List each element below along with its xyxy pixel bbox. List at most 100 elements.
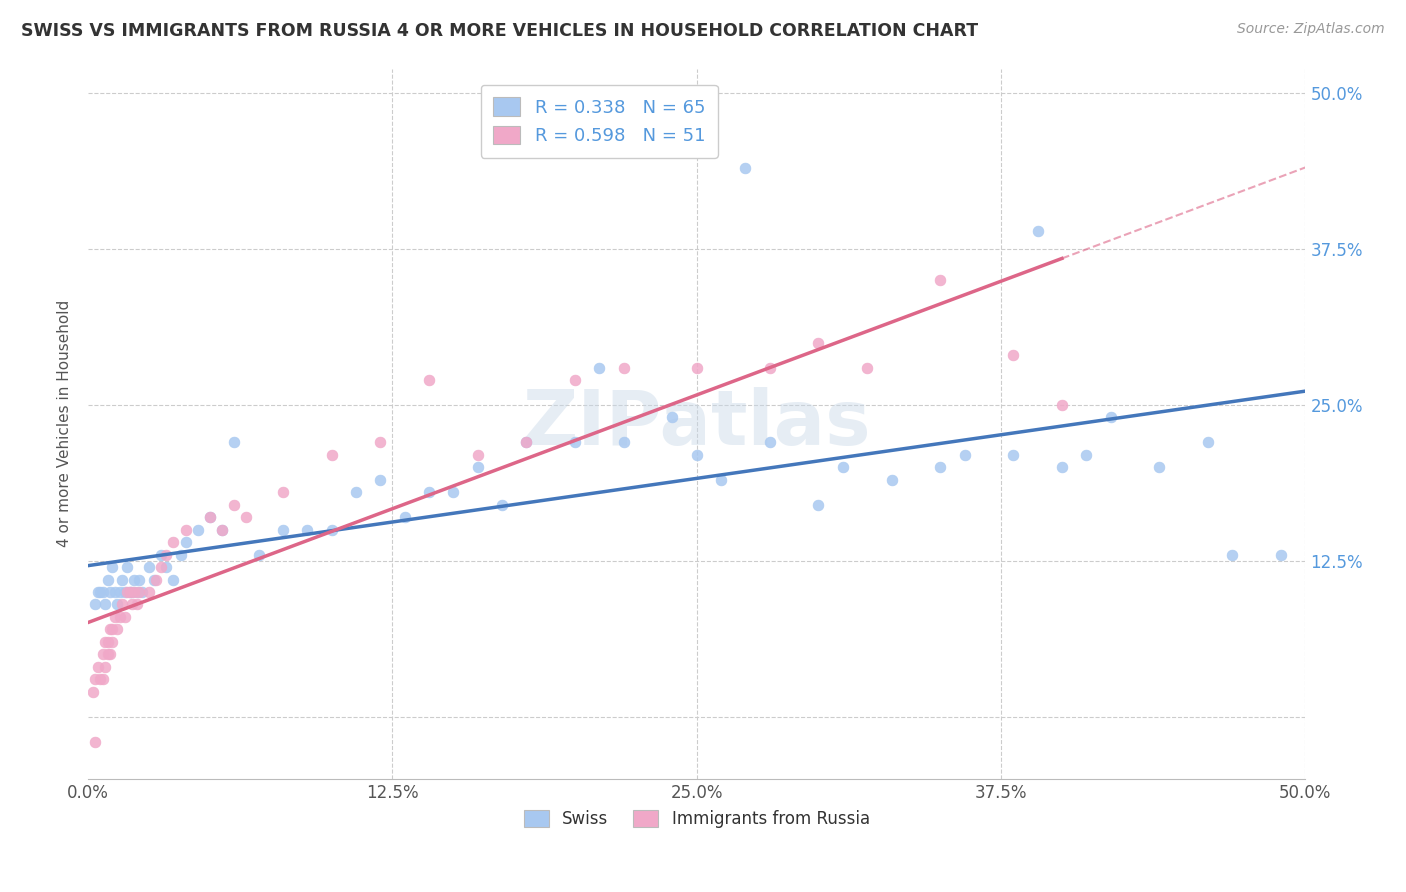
Point (247, 548, 270, 562)
Point (150, 548, 173, 562)
Point (115, 585, 138, 599)
Point (155, 548, 177, 562)
Point (155, 560, 177, 574)
Point (564, 373, 586, 387)
Text: SWISS VS IMMIGRANTS FROM RUSSIA 4 OR MORE VEHICLES IN HOUSEHOLD CORRELATION CHAR: SWISS VS IMMIGRANTS FROM RUSSIA 4 OR MOR… (21, 22, 979, 40)
Point (211, 523, 233, 537)
Point (104, 585, 127, 599)
Point (235, 510, 257, 524)
Point (613, 435, 636, 450)
Point (344, 485, 367, 500)
Point (115, 560, 138, 574)
Point (98, 648, 121, 662)
Point (98, 585, 121, 599)
Point (1197, 435, 1219, 450)
Point (169, 548, 191, 562)
Point (174, 535, 197, 549)
Point (128, 585, 150, 599)
Point (97, 635, 120, 649)
Text: Source: ZipAtlas.com: Source: ZipAtlas.com (1237, 22, 1385, 37)
Point (125, 585, 148, 599)
Y-axis label: 4 or more Vehicles in Household: 4 or more Vehicles in Household (58, 300, 72, 548)
Point (467, 448, 489, 462)
Point (145, 573, 167, 587)
Point (91, 585, 114, 599)
Point (105, 598, 128, 612)
Point (368, 473, 391, 487)
Point (1270, 548, 1292, 562)
Point (321, 523, 343, 537)
Point (588, 360, 610, 375)
Point (831, 460, 853, 475)
Point (1149, 460, 1171, 475)
Point (101, 560, 124, 574)
Point (441, 485, 464, 500)
Point (91, 648, 114, 662)
Point (82, 684, 104, 698)
Point (108, 610, 131, 624)
Point (131, 585, 153, 599)
Point (118, 585, 141, 599)
Point (87, 585, 110, 599)
Point (297, 523, 319, 537)
Point (564, 435, 586, 450)
Point (710, 473, 733, 487)
Text: ZIPatlas: ZIPatlas (523, 387, 872, 461)
Point (94, 635, 117, 649)
Point (187, 523, 209, 537)
Point (929, 460, 952, 475)
Point (394, 510, 416, 524)
Point (467, 460, 489, 475)
Point (84, 598, 107, 612)
Point (162, 573, 184, 587)
Point (198, 510, 221, 524)
Point (114, 585, 136, 599)
Point (125, 598, 148, 612)
Point (368, 435, 391, 450)
Point (111, 598, 134, 612)
Point (198, 510, 221, 524)
Point (686, 360, 709, 375)
Point (613, 360, 636, 375)
Point (224, 435, 246, 450)
Point (108, 585, 131, 599)
Point (174, 523, 197, 537)
Point (953, 448, 976, 462)
Point (124, 573, 146, 587)
Point (271, 523, 294, 537)
Point (418, 485, 440, 500)
Point (94, 659, 117, 673)
Point (121, 598, 143, 612)
Point (162, 535, 184, 549)
Point (87, 659, 110, 673)
Point (114, 610, 136, 624)
Point (94, 598, 117, 612)
Point (97, 648, 120, 662)
Point (104, 610, 127, 624)
Point (138, 585, 160, 599)
Point (807, 498, 830, 512)
Point (89, 585, 111, 599)
Point (224, 498, 246, 512)
Point (98, 623, 121, 637)
Point (734, 161, 756, 176)
Point (1050, 398, 1073, 412)
Point (661, 410, 683, 425)
Point (89, 672, 111, 686)
Point (418, 373, 440, 387)
Point (271, 485, 294, 500)
Point (1026, 223, 1049, 237)
Point (211, 523, 233, 537)
Point (929, 273, 952, 287)
Point (121, 585, 143, 599)
Point (105, 623, 128, 637)
Point (91, 672, 114, 686)
Point (84, 734, 107, 748)
Point (97, 573, 120, 587)
Point (856, 360, 879, 375)
Point (84, 672, 107, 686)
Point (101, 623, 124, 637)
Point (759, 435, 782, 450)
Point (138, 560, 160, 574)
Point (111, 573, 134, 587)
